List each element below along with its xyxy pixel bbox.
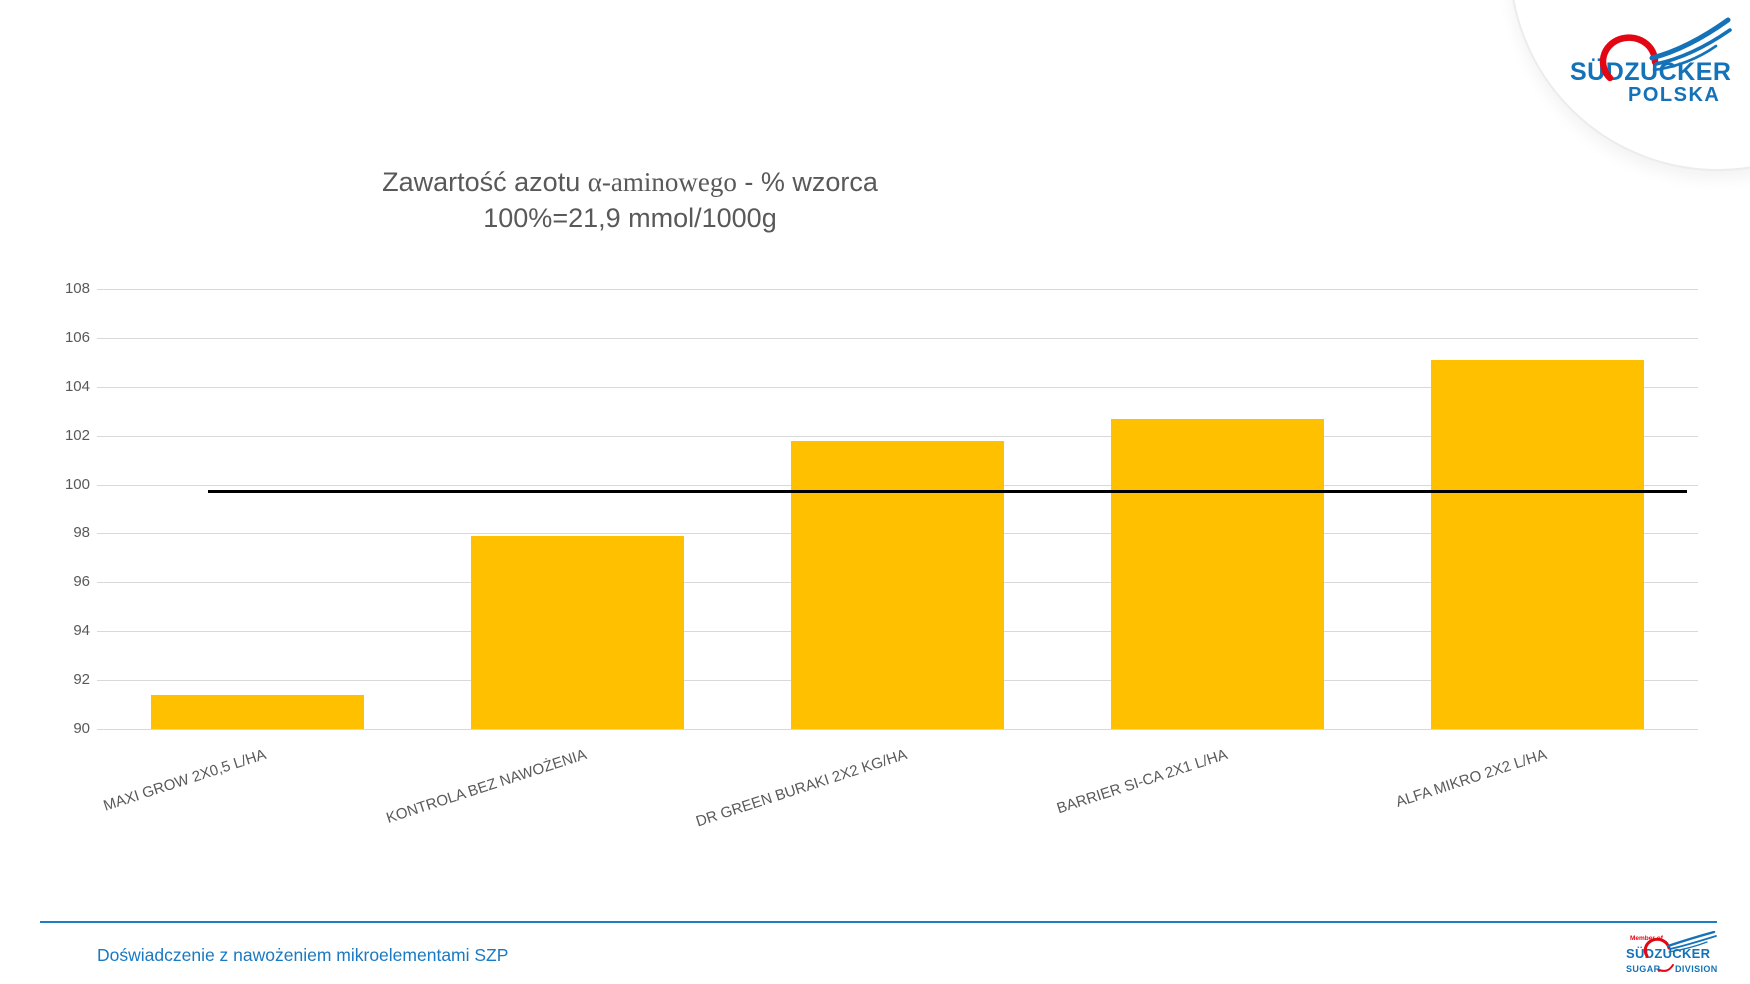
chart-title-line2: 100%=21,9 mmol/1000g xyxy=(483,203,777,234)
division-label: DIVISION xyxy=(1675,964,1718,974)
sudzucker-sugar-division-logo: Member of SÜDZUCKER SUGAR DIVISION xyxy=(1626,931,1718,974)
sudzucker-crescent-icon xyxy=(1643,937,1671,958)
sudzucker-polska-logo: SÜDZUCKER POLSKA xyxy=(1570,17,1732,106)
bar xyxy=(151,695,364,729)
bar xyxy=(791,441,1004,729)
sudzucker-region-label: POLSKA xyxy=(1628,84,1720,106)
sudzucker-swoosh-icon xyxy=(1649,17,1732,72)
y-axis-tick-label: 100 xyxy=(64,476,90,493)
sudzucker-crescent-icon xyxy=(1599,34,1659,82)
chart-title: Zawartość azotu α-aminowego - % wzorca 1… xyxy=(382,164,878,236)
sudzucker-swoosh-icon xyxy=(1666,931,1717,953)
y-axis-tick-label: 92 xyxy=(73,671,90,688)
sugar-label: SUGAR xyxy=(1626,964,1661,974)
y-axis-tick-label: 102 xyxy=(64,427,90,444)
y-gridline xyxy=(97,436,1698,437)
x-axis-category-label-text: MAXI GROW 2X0,5 L/HA xyxy=(101,746,269,815)
y-axis-tick-label: 104 xyxy=(64,378,90,395)
y-axis-tick-label: 90 xyxy=(73,720,90,737)
x-axis-category-label-text: BARRIER SI-CA 2X1 L/HA xyxy=(1054,746,1230,818)
bar xyxy=(471,536,684,729)
bar xyxy=(1111,419,1324,729)
y-gridline xyxy=(97,387,1698,388)
member-of-label: Member of xyxy=(1630,935,1664,942)
footer-caption: Doświadczenie z nawożeniem mikroelementa… xyxy=(97,945,509,965)
reference-line xyxy=(208,490,1687,493)
y-axis-tick-label: 98 xyxy=(73,524,90,541)
y-gridline xyxy=(97,729,1698,730)
y-gridline xyxy=(97,289,1698,290)
bar xyxy=(1431,360,1644,729)
y-axis-tick-label: 94 xyxy=(73,622,90,639)
y-axis-tick-label: 106 xyxy=(64,329,90,346)
chart-title-line1: Zawartość azotu α-aminowego - % wzorca xyxy=(382,167,878,197)
y-axis-tick-label: 96 xyxy=(73,573,90,590)
x-axis-category-label-text: KONTROLA BEZ NAWOŻENIA xyxy=(383,746,589,827)
division-swoosh-icon xyxy=(1658,964,1674,972)
footer-rule xyxy=(40,921,1717,923)
y-gridline xyxy=(97,338,1698,339)
y-axis-tick-label: 108 xyxy=(64,280,90,297)
sudzucker-brand-label: SÜDZUCKER xyxy=(1570,57,1731,86)
x-axis-category-label-text: ALFA MIKRO 2X2 L/HA xyxy=(1394,746,1550,811)
x-axis-category-label-text: DR GREEN BURAKI 2X2 KG/HA xyxy=(693,746,910,831)
